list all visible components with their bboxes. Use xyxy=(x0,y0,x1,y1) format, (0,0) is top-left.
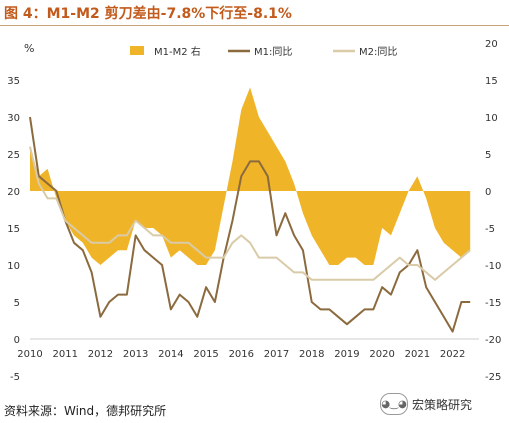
m2-line xyxy=(29,146,471,281)
right-tick-label: 5 xyxy=(485,150,491,161)
left-tick-label: 25 xyxy=(7,150,20,161)
x-tick-label: 2022 xyxy=(440,349,465,360)
right-axis: -25 -20 -15 -10 -5 0 5 10 15 20 xyxy=(485,39,501,383)
x-axis: 2010 2011 2012 2013 2014 2015 2016 2017 2018 2019… xyxy=(17,338,479,360)
x-tick-label: 2011 xyxy=(52,349,77,360)
right-tick-label: -10 xyxy=(485,261,501,272)
left-tick-label: 15 xyxy=(7,224,20,235)
right-tick-label: 20 xyxy=(485,39,498,50)
x-tick-label: 2012 xyxy=(88,349,113,360)
x-tick-label: 2020 xyxy=(369,349,394,360)
title-divider xyxy=(0,25,509,26)
right-tick-label: -25 xyxy=(485,372,501,383)
source-note: 资料来源：Wind，德邦研究所 xyxy=(4,404,167,418)
wechat-icon: ◕‿◕ xyxy=(380,393,408,415)
figure-title: 图 4：M1-M2 剪刀差由-7.8%下行至-8.1% xyxy=(4,6,292,22)
left-axis: -5 0 5 10 15 20 25 30 35 xyxy=(7,76,20,383)
x-tick-label: 2019 xyxy=(334,349,359,360)
x-tick-label: 2015 xyxy=(193,349,218,360)
x-tick-label: 2018 xyxy=(299,349,324,360)
left-tick-label: -5 xyxy=(10,372,20,383)
chart: % M1-M2 右 M1:同比 M2:同比 -5 0 5 10 15 20 25 30 35 -25… xyxy=(7,39,501,383)
left-tick-label: 5 xyxy=(14,298,20,309)
m1-line xyxy=(29,116,471,333)
right-tick-label: -5 xyxy=(485,224,495,235)
x-tick-label: 2017 xyxy=(264,349,289,360)
m1m2-area-layer xyxy=(30,87,471,266)
line-layer xyxy=(29,116,471,333)
x-tick-label: 2021 xyxy=(405,349,430,360)
brand-name: 宏策略研究 xyxy=(412,397,473,412)
m1m2-area xyxy=(30,87,471,266)
brand: ◕‿◕ 宏策略研究 xyxy=(380,393,472,415)
right-tick-label: 15 xyxy=(485,76,498,87)
legend-label: M1:同比 xyxy=(254,46,292,58)
left-axis-unit: % xyxy=(24,42,34,55)
left-tick-label: 10 xyxy=(7,261,20,272)
legend: M1-M2 右 M1:同比 M2:同比 xyxy=(130,45,397,58)
x-tick-label: 2016 xyxy=(229,349,254,360)
x-tick-label: 2013 xyxy=(123,349,148,360)
right-tick-label: 0 xyxy=(485,187,491,198)
right-tick-label: -15 xyxy=(485,298,501,309)
x-tick-label: 2014 xyxy=(158,349,183,360)
legend-swatch xyxy=(130,46,144,55)
left-tick-label: 30 xyxy=(7,113,20,124)
legend-label: M2:同比 xyxy=(359,46,397,58)
left-tick-label: 0 xyxy=(14,335,20,346)
legend-label: M1-M2 右 xyxy=(154,45,201,58)
left-tick-label: 20 xyxy=(7,187,20,198)
right-tick-label: -20 xyxy=(485,335,501,346)
right-tick-label: 10 xyxy=(485,113,498,124)
left-tick-label: 35 xyxy=(7,76,20,87)
x-tick-label: 2010 xyxy=(17,349,42,360)
